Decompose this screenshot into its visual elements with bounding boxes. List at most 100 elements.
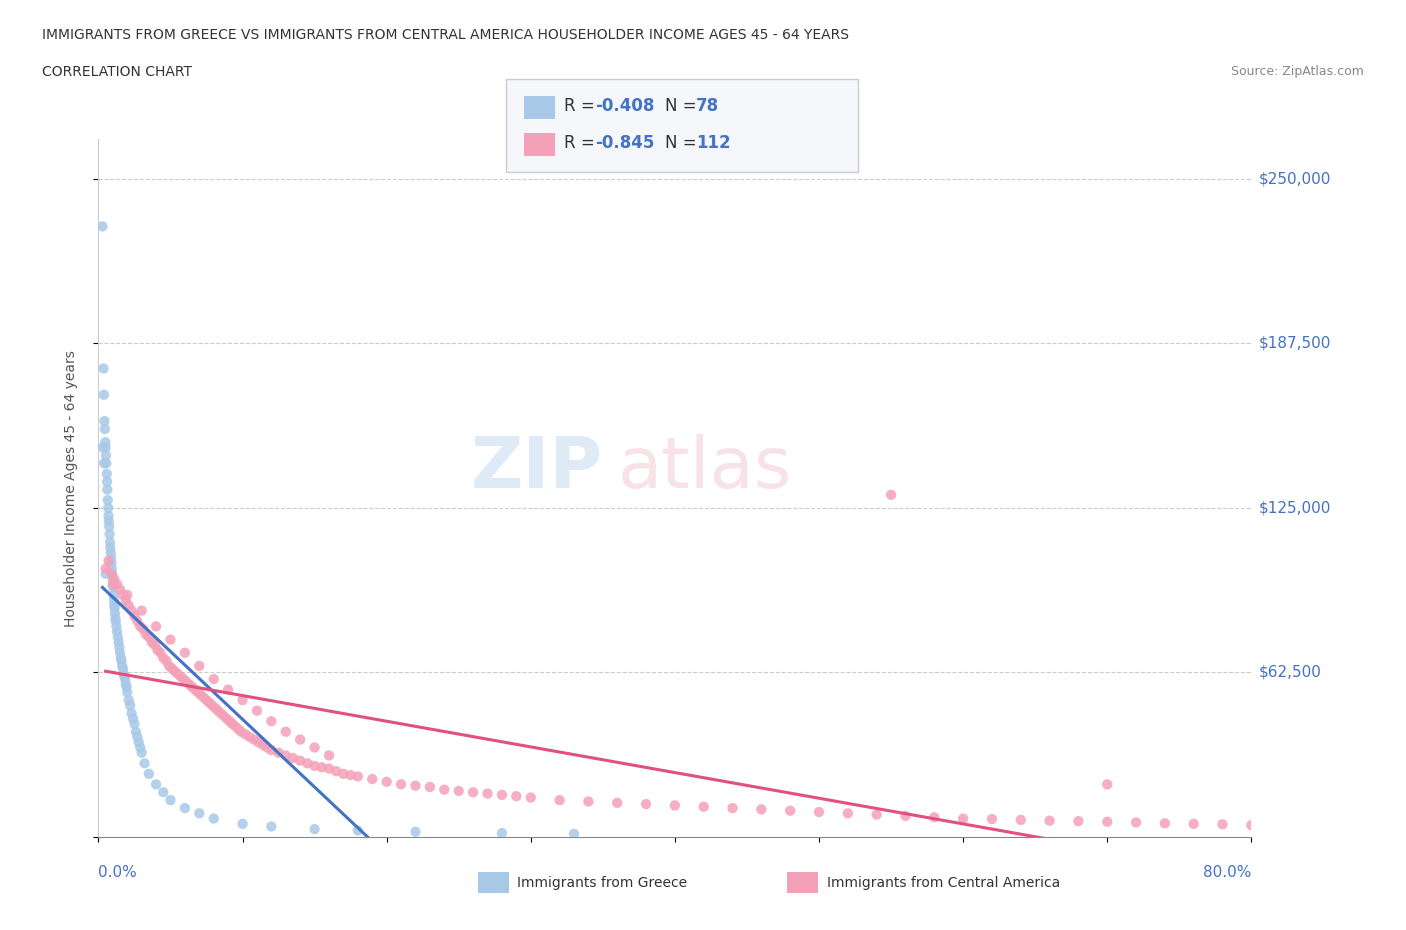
Point [281, 751, 304, 765]
Point [93, 414, 115, 429]
Point [93, 388, 115, 403]
Point [91, 219, 114, 233]
Point [491, 826, 513, 841]
Point [104, 611, 127, 626]
Point [290, 732, 312, 747]
Point [865, 807, 889, 822]
Point [118, 693, 141, 708]
Point [97, 553, 120, 568]
Point [375, 775, 398, 790]
Point [576, 794, 599, 809]
Point [447, 783, 470, 798]
Point [129, 740, 152, 755]
Point [172, 671, 194, 686]
Point [114, 677, 136, 692]
Point [111, 661, 134, 676]
Text: Immigrants from Greece: Immigrants from Greece [517, 875, 688, 890]
Text: CORRELATION CHART: CORRELATION CHART [42, 65, 193, 79]
Text: Source: ZipAtlas.com: Source: ZipAtlas.com [1230, 65, 1364, 78]
Point [111, 658, 134, 673]
Point [110, 653, 132, 668]
Point [97, 513, 120, 528]
Point [145, 619, 167, 634]
Point [118, 598, 141, 613]
Point [1240, 817, 1263, 832]
Point [212, 709, 235, 724]
Point [100, 545, 122, 560]
Text: 112: 112 [696, 134, 731, 153]
Point [339, 767, 361, 782]
Point [112, 669, 135, 684]
Point [159, 792, 181, 807]
Point [179, 677, 201, 692]
Point [195, 693, 218, 708]
Point [924, 810, 946, 825]
Point [107, 635, 129, 650]
Y-axis label: Householder Income Ages 45 - 64 years: Householder Income Ages 45 - 64 years [63, 350, 77, 627]
Point [229, 724, 252, 739]
Point [124, 716, 146, 731]
Point [290, 753, 312, 768]
Point [103, 592, 125, 607]
Point [127, 614, 149, 629]
Point [346, 769, 368, 784]
Point [152, 785, 174, 800]
Text: Immigrants from Central America: Immigrants from Central America [827, 875, 1060, 890]
Text: R =: R = [564, 134, 600, 153]
Point [94, 561, 117, 576]
Point [100, 566, 122, 581]
Point [110, 651, 132, 666]
Point [94, 566, 117, 581]
Point [751, 802, 773, 817]
Point [267, 745, 290, 760]
Point [318, 748, 340, 763]
Point [121, 604, 143, 618]
Text: IMMIGRANTS FROM GREECE VS IMMIGRANTS FROM CENTRAL AMERICA HOUSEHOLDER INCOME AGE: IMMIGRANTS FROM GREECE VS IMMIGRANTS FRO… [42, 28, 849, 42]
Point [94, 440, 117, 455]
Text: $250,000: $250,000 [1258, 171, 1330, 187]
Text: 80.0%: 80.0% [1204, 865, 1251, 880]
Point [405, 824, 427, 839]
Point [243, 732, 266, 747]
Point [202, 671, 225, 686]
Point [190, 687, 212, 702]
Point [145, 777, 167, 791]
Point [166, 667, 188, 682]
Point [131, 604, 153, 618]
Point [209, 706, 232, 721]
Point [389, 777, 412, 791]
Point [193, 690, 215, 705]
Point [103, 588, 125, 603]
Point [174, 645, 197, 660]
Point [1097, 777, 1119, 791]
Point [149, 645, 172, 660]
Point [163, 664, 186, 679]
Point [274, 724, 297, 739]
Point [332, 766, 354, 781]
Point [405, 778, 427, 793]
Point [217, 683, 239, 698]
Point [304, 740, 326, 755]
Point [121, 706, 143, 721]
Point [108, 645, 131, 660]
Point [103, 572, 125, 587]
Point [461, 785, 484, 800]
Point [807, 804, 830, 819]
Point [146, 643, 169, 658]
Point [215, 711, 238, 726]
Point [157, 658, 180, 673]
Point [1010, 813, 1032, 828]
Point [96, 482, 118, 497]
Text: R =: R = [564, 97, 600, 115]
Point [128, 735, 150, 750]
Text: 78: 78 [696, 97, 718, 115]
Point [346, 823, 368, 838]
Point [160, 661, 183, 676]
Point [108, 640, 131, 655]
Point [304, 759, 326, 774]
Point [548, 792, 571, 807]
Point [94, 421, 117, 436]
Point [96, 456, 118, 471]
Point [181, 680, 204, 695]
Point [152, 651, 174, 666]
